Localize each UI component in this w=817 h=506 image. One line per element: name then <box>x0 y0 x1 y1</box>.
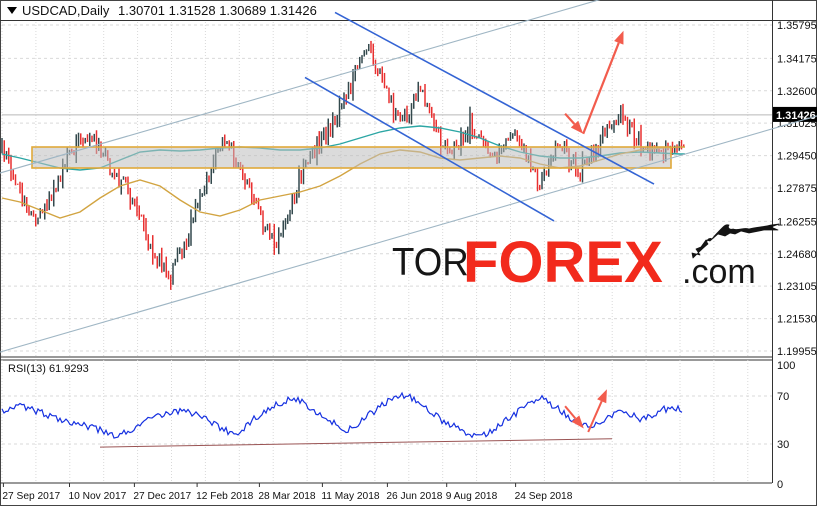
svg-text:TOR: TOR <box>392 241 469 284</box>
svg-text:30: 30 <box>777 439 789 451</box>
svg-text:11 May 2018: 11 May 2018 <box>321 491 379 502</box>
svg-text:26 Jun 2018: 26 Jun 2018 <box>386 491 442 502</box>
svg-text:1.27875: 1.27875 <box>777 183 817 195</box>
svg-text:1.23105: 1.23105 <box>777 281 817 293</box>
svg-text:1.19955: 1.19955 <box>777 346 817 358</box>
svg-text:0: 0 <box>777 479 783 491</box>
svg-text:1.29450: 1.29450 <box>777 151 817 163</box>
svg-text:27 Dec 2017: 27 Dec 2017 <box>133 491 191 502</box>
svg-text:12 Feb 2018: 12 Feb 2018 <box>196 491 254 502</box>
svg-text:70: 70 <box>777 391 789 403</box>
svg-text:9 Aug 2018: 9 Aug 2018 <box>446 491 498 502</box>
svg-text:RSI(13) 61.9293: RSI(13) 61.9293 <box>8 363 89 375</box>
svg-text:FOREX: FOREX <box>463 230 663 295</box>
svg-text:24 Sep 2018: 24 Sep 2018 <box>515 491 573 502</box>
svg-text:.com: .com <box>682 253 756 291</box>
svg-text:27 Sep 2017: 27 Sep 2017 <box>2 491 60 502</box>
svg-text:1.32600: 1.32600 <box>777 86 817 98</box>
svg-text:1.35795: 1.35795 <box>777 20 817 32</box>
svg-text:100: 100 <box>777 360 795 372</box>
svg-text:1.31426: 1.31426 <box>776 110 816 122</box>
svg-text:28 Mar 2018: 28 Mar 2018 <box>258 491 316 502</box>
svg-text:10 Nov 2017: 10 Nov 2017 <box>69 491 127 502</box>
svg-text:USDCAD,Daily: USDCAD,Daily <box>22 3 110 18</box>
svg-text:1.26255: 1.26255 <box>777 216 817 228</box>
svg-text:1.34175: 1.34175 <box>777 53 817 65</box>
svg-text:1.24680: 1.24680 <box>777 249 817 261</box>
svg-text:1.30701 1.31528 1.30689 1.3142: 1.30701 1.31528 1.30689 1.31426 <box>118 3 317 18</box>
svg-text:1.21530: 1.21530 <box>777 314 817 326</box>
